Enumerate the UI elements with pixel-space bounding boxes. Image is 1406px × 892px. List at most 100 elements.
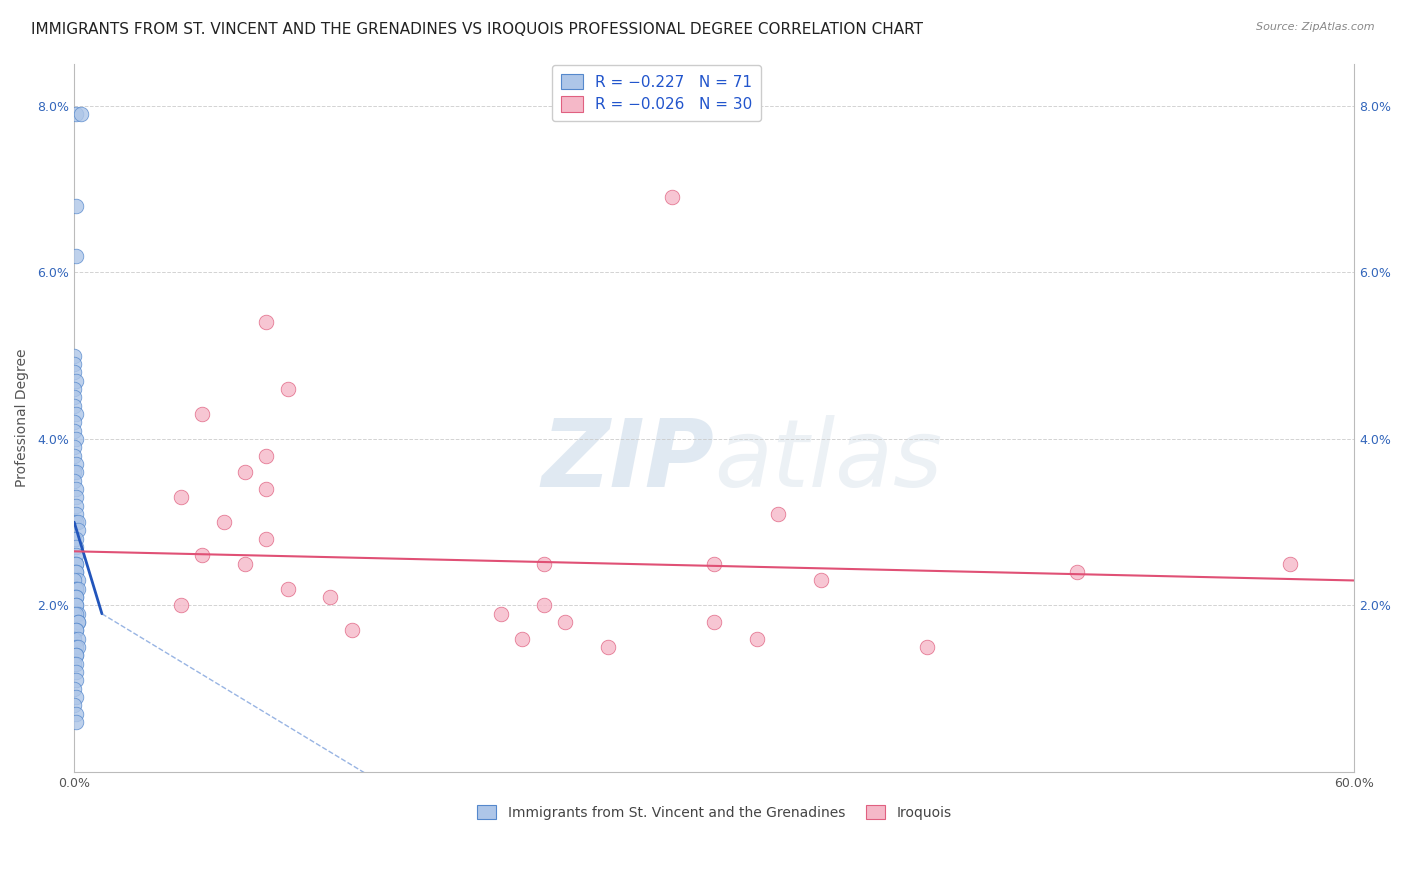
Point <box>67 640 90 654</box>
Point <box>661 190 683 204</box>
Point <box>65 714 87 729</box>
Point <box>233 557 256 571</box>
Point <box>67 515 90 529</box>
Point <box>212 515 235 529</box>
Point <box>63 399 86 413</box>
Point <box>170 490 193 504</box>
Point <box>67 524 90 538</box>
Point <box>65 624 87 638</box>
Point <box>63 415 86 429</box>
Point <box>65 673 87 688</box>
Point <box>67 615 90 629</box>
Point <box>254 532 277 546</box>
Point <box>65 199 87 213</box>
Point <box>254 449 277 463</box>
Point <box>65 407 87 421</box>
Point <box>65 432 87 446</box>
Point <box>533 557 555 571</box>
Point <box>65 590 87 604</box>
Point <box>63 565 86 579</box>
Point <box>65 107 87 121</box>
Point <box>65 499 87 513</box>
Point <box>170 599 193 613</box>
Point <box>63 349 86 363</box>
Point <box>533 599 555 613</box>
Point <box>63 532 86 546</box>
Point <box>65 582 87 596</box>
Point <box>276 382 298 396</box>
Point <box>63 382 86 396</box>
Point <box>65 482 87 496</box>
Point <box>917 640 939 654</box>
Point <box>191 549 214 563</box>
Point <box>489 607 512 621</box>
Point <box>810 574 832 588</box>
Text: IMMIGRANTS FROM ST. VINCENT AND THE GRENADINES VS IROQUOIS PROFESSIONAL DEGREE C: IMMIGRANTS FROM ST. VINCENT AND THE GREN… <box>31 22 922 37</box>
Point <box>1279 557 1302 571</box>
Point <box>63 574 86 588</box>
Point <box>65 249 87 263</box>
Point <box>319 590 342 604</box>
Point <box>65 374 87 388</box>
Point <box>65 532 87 546</box>
Point <box>65 515 87 529</box>
Point <box>63 440 86 454</box>
Point <box>65 599 87 613</box>
Point <box>510 632 533 646</box>
Point <box>63 698 86 713</box>
Point <box>63 515 86 529</box>
Point <box>65 607 87 621</box>
Point <box>63 465 86 479</box>
Point <box>65 706 87 721</box>
Point <box>69 107 91 121</box>
Point <box>63 657 86 671</box>
Point <box>766 507 789 521</box>
Text: Source: ZipAtlas.com: Source: ZipAtlas.com <box>1257 22 1375 32</box>
Point <box>65 648 87 663</box>
Point <box>703 615 725 629</box>
Y-axis label: Professional Degree: Professional Degree <box>15 349 30 487</box>
Point <box>65 565 87 579</box>
Point <box>63 474 86 488</box>
Point <box>65 640 87 654</box>
Point <box>63 365 86 379</box>
Point <box>191 407 214 421</box>
Point <box>67 574 90 588</box>
Point <box>65 557 87 571</box>
Point <box>65 648 87 663</box>
Point <box>745 632 768 646</box>
Point <box>65 624 87 638</box>
Point <box>65 565 87 579</box>
Legend: Immigrants from St. Vincent and the Grenadines, Iroquois: Immigrants from St. Vincent and the Gren… <box>471 799 957 825</box>
Point <box>65 557 87 571</box>
Point <box>63 449 86 463</box>
Point <box>65 490 87 504</box>
Point <box>65 590 87 604</box>
Point <box>254 482 277 496</box>
Point <box>67 632 90 646</box>
Point <box>65 549 87 563</box>
Point <box>65 457 87 471</box>
Point <box>65 657 87 671</box>
Point <box>1066 565 1088 579</box>
Point <box>254 315 277 329</box>
Point <box>67 615 90 629</box>
Point <box>65 465 87 479</box>
Point <box>63 681 86 696</box>
Point <box>63 590 86 604</box>
Point <box>65 690 87 704</box>
Point <box>233 465 256 479</box>
Point <box>703 557 725 571</box>
Point <box>65 507 87 521</box>
Point <box>63 557 86 571</box>
Point <box>596 640 619 654</box>
Point <box>554 615 576 629</box>
Point <box>67 607 90 621</box>
Point <box>65 582 87 596</box>
Point <box>340 624 363 638</box>
Text: atlas: atlas <box>714 415 942 506</box>
Point <box>63 607 86 621</box>
Point <box>276 582 298 596</box>
Point <box>63 390 86 404</box>
Point <box>63 357 86 371</box>
